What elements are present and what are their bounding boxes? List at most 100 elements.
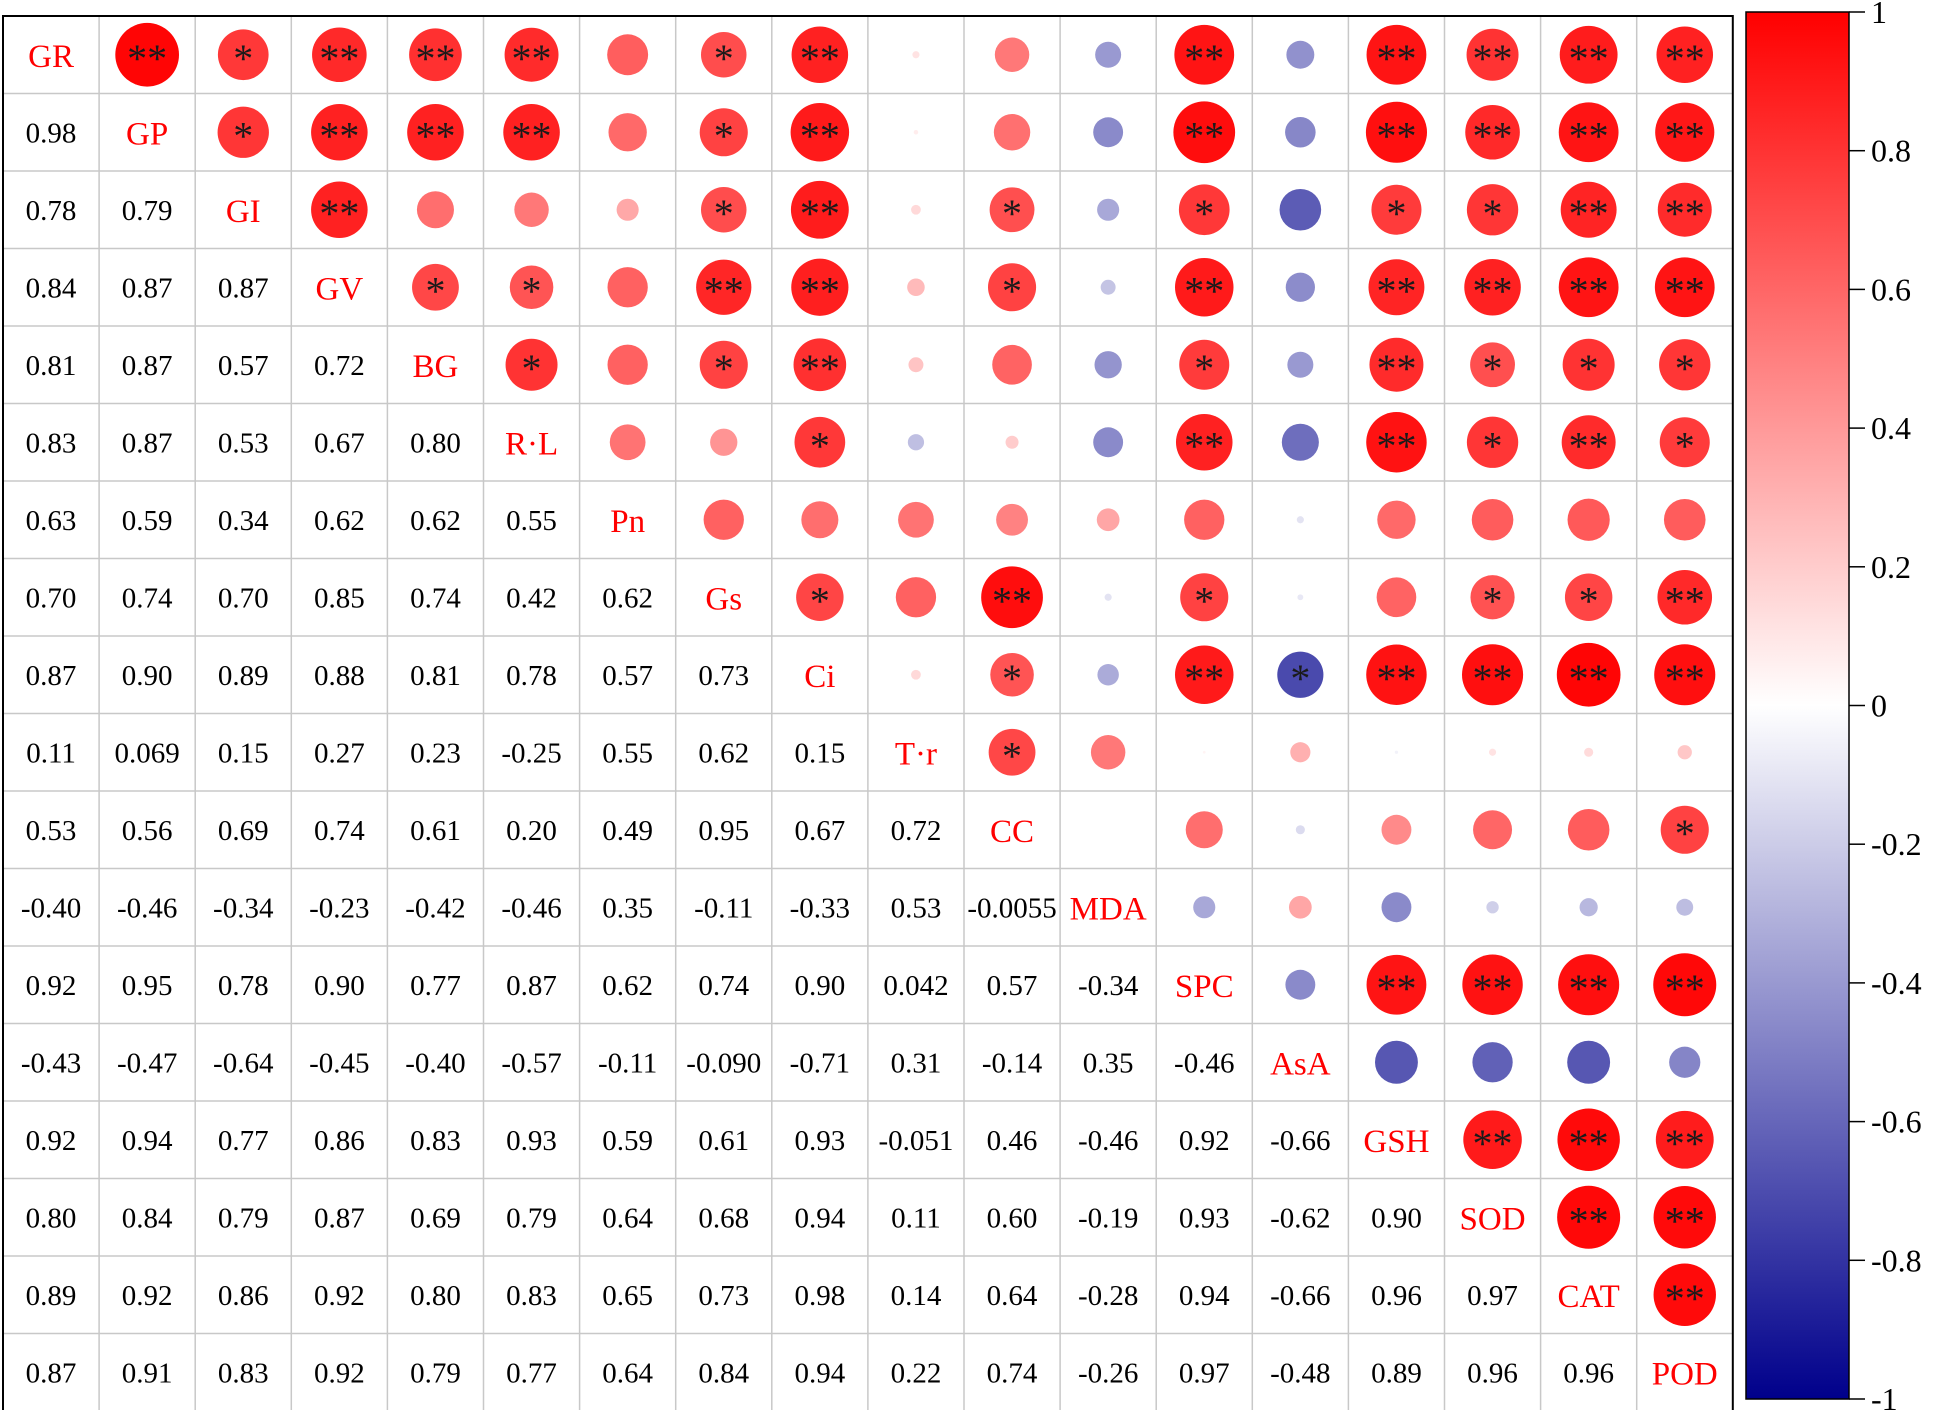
correlation-value: 0.77 xyxy=(218,1125,269,1157)
significance-marker: * xyxy=(1579,578,1599,623)
correlation-circle xyxy=(1562,338,1615,391)
correlation-value: 0.96 xyxy=(1371,1280,1422,1312)
correlation-value: 0.77 xyxy=(410,970,461,1002)
correlation-circle xyxy=(1567,808,1610,851)
correlation-circle xyxy=(992,344,1032,385)
correlation-circle xyxy=(407,103,464,161)
significance-marker: ** xyxy=(1569,1198,1609,1243)
significance-marker: * xyxy=(1290,656,1310,701)
correlation-value: 0.042 xyxy=(883,970,948,1002)
correlation-value: -0.64 xyxy=(213,1047,274,1079)
significance-marker: * xyxy=(810,423,830,468)
significance-marker: ** xyxy=(1473,268,1513,313)
variable-label: GP xyxy=(126,116,168,152)
correlation-value: 0.78 xyxy=(26,195,77,227)
correlation-circle xyxy=(1281,423,1319,461)
matrix-cells: GR ** * ** ** ** * ** ** ** ** ** **0.98 GP * ** ** ** * **… xyxy=(21,22,1718,1392)
correlation-value: 0.67 xyxy=(794,815,845,847)
correlation-circle xyxy=(1465,104,1520,160)
correlation-circle xyxy=(1470,342,1515,388)
significance-marker: * xyxy=(1483,346,1503,391)
correlation-circle xyxy=(505,338,558,391)
significance-marker: * xyxy=(1194,346,1214,391)
significance-marker: ** xyxy=(704,268,744,313)
correlation-circle xyxy=(1287,351,1314,378)
correlation-circle xyxy=(1366,24,1427,85)
significance-marker: ** xyxy=(1569,113,1609,158)
correlation-value: 0.14 xyxy=(891,1280,942,1312)
correlation-circle xyxy=(616,198,639,221)
significance-marker: * xyxy=(714,113,734,158)
significance-marker: * xyxy=(1675,346,1695,391)
correlation-value: 0.57 xyxy=(602,660,653,692)
variable-label: SOD xyxy=(1460,1201,1526,1237)
correlation-value: 0.74 xyxy=(410,582,461,614)
correlation-circle xyxy=(793,338,847,392)
correlation-value: 0.59 xyxy=(122,505,173,537)
correlation-circle xyxy=(801,501,839,539)
colorbar-tick-label: 0.4 xyxy=(1871,410,1911,446)
correlation-circle xyxy=(1463,1110,1522,1169)
correlation-value: 0.92 xyxy=(26,970,77,1002)
variable-label: CAT xyxy=(1557,1279,1619,1315)
significance-marker: ** xyxy=(1376,423,1416,468)
correlation-value: 0.88 xyxy=(314,660,365,692)
correlation-circle xyxy=(912,51,920,59)
correlation-circle xyxy=(993,114,1031,151)
significance-marker: ** xyxy=(1569,191,1609,236)
correlation-value: 0.64 xyxy=(987,1280,1038,1312)
correlation-value: 0.74 xyxy=(698,970,749,1002)
correlation-value: 0.20 xyxy=(506,815,557,847)
correlation-value: 0.59 xyxy=(602,1125,653,1157)
significance-marker: ** xyxy=(1184,113,1224,158)
correlation-value: 0.78 xyxy=(506,660,557,692)
significance-marker: ** xyxy=(319,191,359,236)
correlation-circle xyxy=(1559,25,1618,84)
correlation-circle xyxy=(1381,892,1412,923)
correlation-value: 0.84 xyxy=(26,272,77,304)
colorbar-tick-label: 0.2 xyxy=(1871,549,1911,585)
variable-label: GSH xyxy=(1363,1124,1429,1160)
correlation-circle xyxy=(1654,257,1715,318)
correlation-value: 0.23 xyxy=(410,737,461,769)
correlation-value: 0.92 xyxy=(26,1125,77,1157)
significance-marker: ** xyxy=(1473,113,1513,158)
variable-label: BG xyxy=(413,349,459,385)
correlation-value: 0.90 xyxy=(122,660,173,692)
correlation-circle xyxy=(1366,412,1427,473)
significance-marker: ** xyxy=(800,36,840,81)
colorbar-tick-label: 1 xyxy=(1871,0,1887,30)
correlation-circle xyxy=(1473,810,1513,850)
significance-marker: ** xyxy=(1569,1121,1609,1166)
correlation-value: 0.80 xyxy=(410,1280,461,1312)
correlation-value: 0.64 xyxy=(602,1202,653,1234)
correlation-value: -0.46 xyxy=(501,892,561,924)
correlation-circle xyxy=(989,187,1035,233)
significance-marker: ** xyxy=(800,191,840,236)
correlation-value: 0.81 xyxy=(410,660,461,692)
correlation-value: 0.89 xyxy=(26,1280,77,1312)
correlation-value: -0.48 xyxy=(1270,1357,1330,1389)
correlation-circle xyxy=(1175,413,1233,471)
colorbar-gradient xyxy=(1745,11,1850,1400)
correlation-value: 0.95 xyxy=(698,815,749,847)
significance-marker: * xyxy=(1194,191,1214,236)
correlation-value: 0.89 xyxy=(218,660,269,692)
correlation-circle xyxy=(607,267,648,308)
correlation-value: 0.56 xyxy=(122,815,173,847)
correlation-value: -0.45 xyxy=(309,1047,369,1079)
correlation-value: 0.87 xyxy=(26,1357,77,1389)
significance-marker: ** xyxy=(1569,36,1609,81)
correlation-circle xyxy=(609,424,646,461)
correlation-circle xyxy=(1202,750,1206,754)
significance-marker: ** xyxy=(1569,268,1609,313)
correlation-circle xyxy=(1104,593,1112,601)
variable-label: SPC xyxy=(1175,969,1234,1005)
variable-label: MDA xyxy=(1070,891,1147,927)
significance-marker: * xyxy=(1483,191,1503,236)
correlation-circle xyxy=(1584,747,1594,757)
correlation-value: 0.87 xyxy=(314,1202,365,1234)
correlation-circle xyxy=(1296,516,1304,524)
correlation-value: -0.0055 xyxy=(967,892,1056,924)
correlation-value: -0.43 xyxy=(21,1047,81,1079)
